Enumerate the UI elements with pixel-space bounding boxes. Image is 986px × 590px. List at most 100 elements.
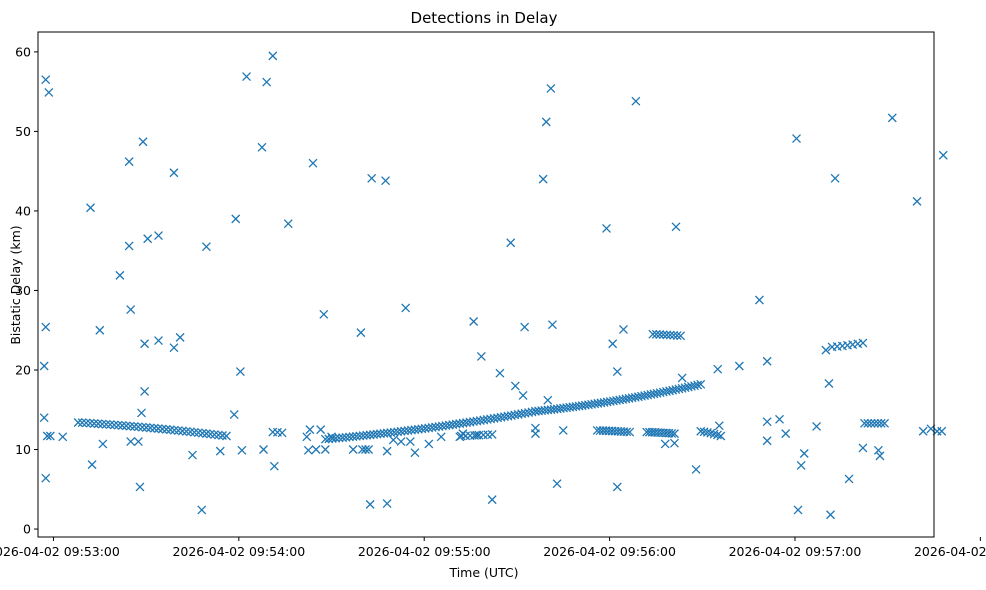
x-axis-ticks: 2026-04-02 09:53:00 2026-04-02 09:54:00 20… bbox=[0, 537, 986, 559]
data-point bbox=[709, 429, 719, 439]
data-point bbox=[762, 436, 772, 446]
data-point bbox=[858, 443, 868, 453]
data-point bbox=[713, 364, 723, 374]
data-point bbox=[714, 421, 724, 431]
data-point bbox=[517, 409, 527, 419]
data-point bbox=[812, 421, 822, 431]
y-tick-label: 50 bbox=[15, 124, 31, 139]
y-tick-label: 0 bbox=[23, 522, 31, 537]
data-point bbox=[880, 418, 890, 428]
data-point bbox=[520, 408, 530, 418]
data-point bbox=[169, 343, 179, 353]
data-point bbox=[154, 231, 163, 241]
data-point bbox=[672, 331, 682, 340]
y-tick-label: 10 bbox=[15, 442, 31, 457]
data-point bbox=[327, 434, 337, 444]
data-point bbox=[716, 431, 726, 441]
data-point bbox=[866, 418, 876, 428]
data-point bbox=[538, 174, 548, 184]
x-tick-label: 2026-04-02 09:53:00 bbox=[0, 544, 120, 559]
data-point bbox=[229, 410, 239, 419]
chart-title: Detections in Delay bbox=[411, 9, 558, 27]
data-point bbox=[762, 417, 772, 427]
data-point bbox=[469, 317, 479, 326]
data-point bbox=[231, 214, 241, 224]
data-point bbox=[792, 134, 801, 144]
data-point bbox=[513, 409, 523, 419]
data-point bbox=[97, 419, 107, 429]
y-axis-label: Bistatic Delay (km) bbox=[8, 225, 23, 344]
data-point bbox=[844, 474, 854, 484]
data-point bbox=[305, 425, 315, 435]
data-point bbox=[506, 238, 516, 248]
data-point bbox=[873, 418, 883, 428]
data-point bbox=[365, 499, 375, 509]
data-point bbox=[870, 418, 879, 428]
data-point bbox=[608, 339, 618, 349]
data-point bbox=[510, 381, 520, 391]
data-point bbox=[713, 430, 722, 440]
data-point bbox=[670, 429, 679, 439]
data-point bbox=[135, 482, 145, 492]
data-point bbox=[476, 352, 486, 361]
data-point bbox=[631, 96, 641, 106]
data-point bbox=[39, 361, 49, 371]
data-point bbox=[487, 495, 497, 505]
data-point bbox=[938, 150, 948, 160]
data-point bbox=[472, 430, 482, 440]
data-point bbox=[625, 427, 635, 437]
y-tick-label: 60 bbox=[15, 44, 31, 59]
data-point bbox=[235, 367, 245, 377]
data-point bbox=[242, 72, 252, 81]
data-point bbox=[667, 428, 677, 438]
data-point bbox=[133, 422, 143, 432]
data-point bbox=[89, 419, 99, 428]
data-point bbox=[73, 418, 83, 427]
data-point bbox=[677, 373, 687, 383]
data-point bbox=[140, 339, 150, 349]
data-point bbox=[109, 420, 119, 430]
y-tick-label: 40 bbox=[15, 203, 31, 218]
y-tick-label: 30 bbox=[15, 283, 31, 298]
data-point bbox=[691, 464, 701, 474]
data-point bbox=[161, 424, 171, 434]
data-point bbox=[876, 418, 886, 428]
data-point bbox=[222, 431, 231, 441]
data-point bbox=[268, 51, 278, 61]
data-point bbox=[175, 332, 185, 342]
data-point bbox=[543, 395, 553, 405]
data-point bbox=[669, 330, 679, 340]
data-point bbox=[401, 303, 411, 313]
x-tick-label: 2026-04-02 09:58:00 bbox=[914, 544, 986, 559]
data-point bbox=[303, 445, 313, 455]
data-point bbox=[734, 361, 744, 371]
data-point bbox=[257, 142, 267, 152]
data-point bbox=[799, 449, 809, 458]
data-point bbox=[762, 356, 772, 366]
data-point bbox=[693, 380, 703, 390]
data-point bbox=[126, 437, 136, 447]
data-point bbox=[320, 434, 330, 444]
data-point bbox=[188, 450, 197, 460]
data-point bbox=[382, 499, 392, 509]
data-point bbox=[912, 196, 922, 206]
data-point bbox=[937, 426, 947, 436]
data-point bbox=[863, 418, 873, 428]
data-point bbox=[524, 408, 534, 418]
data-point bbox=[356, 328, 366, 338]
data-point bbox=[137, 408, 146, 418]
data-point bbox=[754, 295, 764, 305]
data-point bbox=[237, 445, 247, 455]
data-point bbox=[503, 411, 513, 421]
data-point bbox=[101, 419, 111, 429]
data-point bbox=[826, 510, 835, 520]
data-point bbox=[396, 437, 406, 447]
data-point bbox=[126, 305, 136, 315]
data-point bbox=[382, 446, 392, 456]
x-tick-label: 2026-04-02 09:54:00 bbox=[172, 544, 305, 559]
data-point bbox=[81, 418, 91, 428]
data-point bbox=[316, 425, 326, 435]
data-point bbox=[138, 137, 148, 147]
data-point bbox=[388, 435, 398, 445]
data-point bbox=[41, 75, 51, 85]
